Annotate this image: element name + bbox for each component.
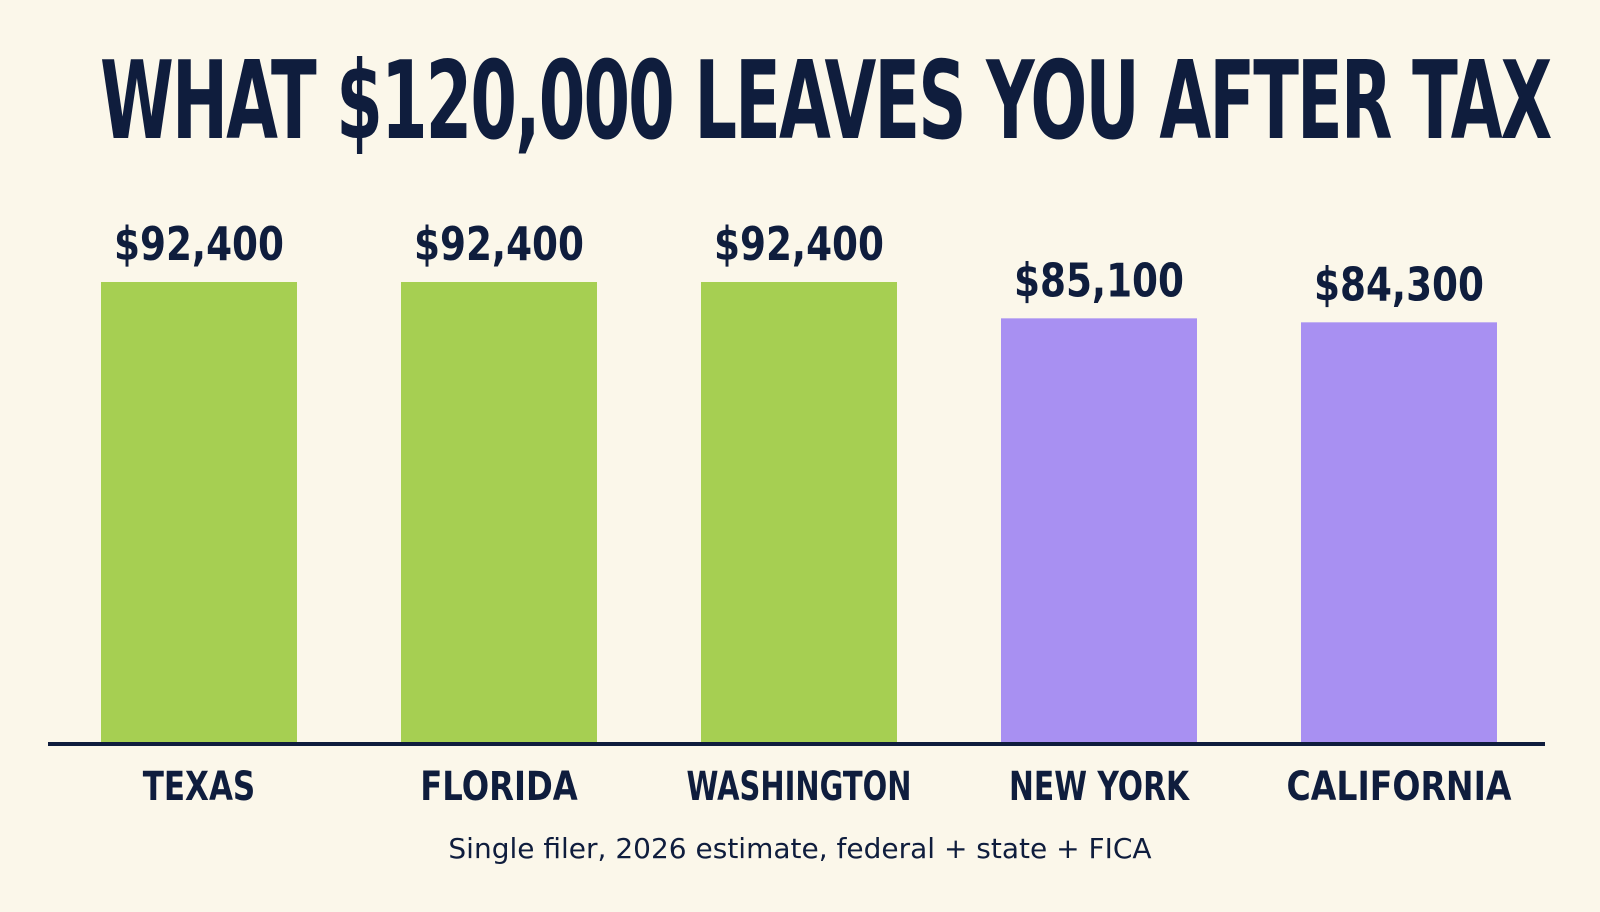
value-label: $85,100 xyxy=(1014,253,1184,307)
bar-new-york xyxy=(1001,318,1197,742)
category-labels-layer: TEXAS FLORIDA WASHINGTON NEW YORK CALIFORNIA xyxy=(143,764,1512,810)
chart-footnote: Single filer, 2026 estimate, federal + s… xyxy=(448,832,1152,865)
bar-california xyxy=(1301,322,1497,742)
category-label: FLORIDA xyxy=(420,764,578,810)
category-label: WASHINGTON xyxy=(687,764,912,810)
bar-washington xyxy=(701,282,897,742)
bars-layer xyxy=(101,282,1497,742)
value-label: $92,400 xyxy=(114,217,284,271)
bar-florida xyxy=(401,282,597,742)
value-labels-layer: $92,400 $92,400 $92,400 $85,100 $84,300 xyxy=(114,217,1484,311)
category-label: TEXAS xyxy=(143,764,256,810)
category-label: NEW YORK xyxy=(1009,764,1190,810)
bar-texas xyxy=(101,282,297,742)
value-label: $92,400 xyxy=(714,217,884,271)
value-label: $84,300 xyxy=(1314,257,1484,311)
value-label: $92,400 xyxy=(414,217,584,271)
category-label: CALIFORNIA xyxy=(1287,764,1512,810)
